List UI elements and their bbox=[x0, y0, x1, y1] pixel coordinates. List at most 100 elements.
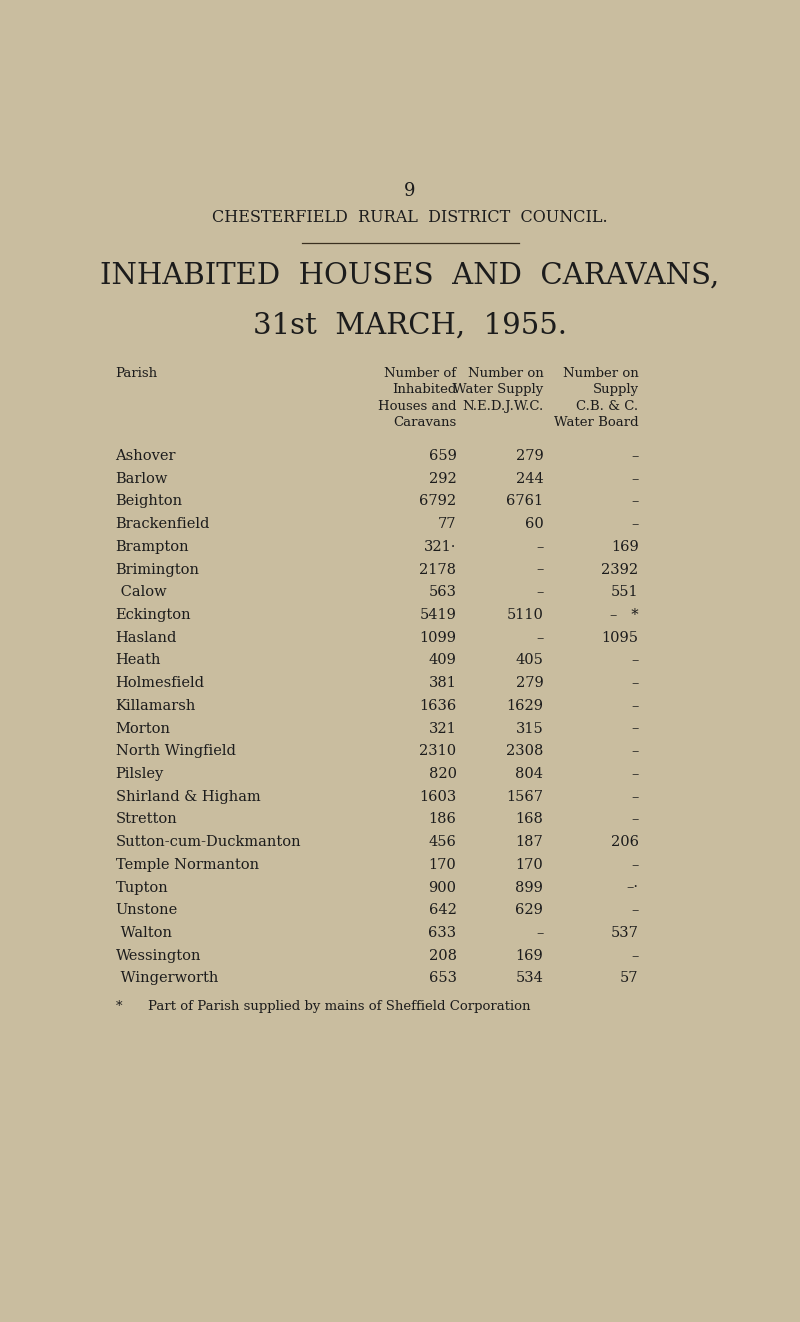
Text: 1099: 1099 bbox=[419, 631, 457, 645]
Text: –: – bbox=[536, 925, 543, 940]
Text: –: – bbox=[631, 949, 638, 962]
Text: –·: –· bbox=[626, 880, 638, 895]
Text: Number on: Number on bbox=[467, 366, 543, 379]
Text: 381: 381 bbox=[429, 676, 457, 690]
Text: Tupton: Tupton bbox=[115, 880, 168, 895]
Text: –: – bbox=[536, 586, 543, 599]
Text: Temple Normanton: Temple Normanton bbox=[115, 858, 258, 871]
Text: Eckington: Eckington bbox=[115, 608, 191, 621]
Text: –: – bbox=[631, 676, 638, 690]
Text: 653: 653 bbox=[429, 972, 457, 985]
Text: –: – bbox=[631, 813, 638, 826]
Text: 315: 315 bbox=[515, 722, 543, 735]
Text: –: – bbox=[631, 653, 638, 668]
Text: –: – bbox=[631, 722, 638, 735]
Text: 804: 804 bbox=[515, 767, 543, 781]
Text: Morton: Morton bbox=[115, 722, 170, 735]
Text: INHABITED  HOUSES  AND  CARAVANS,: INHABITED HOUSES AND CARAVANS, bbox=[100, 262, 720, 290]
Text: 6792: 6792 bbox=[419, 494, 457, 509]
Text: 551: 551 bbox=[611, 586, 638, 599]
Text: Supply: Supply bbox=[593, 383, 638, 397]
Text: Number on: Number on bbox=[563, 366, 638, 379]
Text: Stretton: Stretton bbox=[115, 813, 178, 826]
Text: Hasland: Hasland bbox=[115, 631, 177, 645]
Text: Pilsley: Pilsley bbox=[115, 767, 164, 781]
Text: 9: 9 bbox=[404, 181, 416, 200]
Text: –: – bbox=[631, 517, 638, 531]
Text: 405: 405 bbox=[515, 653, 543, 668]
Text: C.B. & C.: C.B. & C. bbox=[577, 399, 638, 412]
Text: –: – bbox=[631, 449, 638, 463]
Text: 77: 77 bbox=[438, 517, 457, 531]
Text: 208: 208 bbox=[429, 949, 457, 962]
Text: –: – bbox=[631, 789, 638, 804]
Text: 534: 534 bbox=[515, 972, 543, 985]
Text: 186: 186 bbox=[429, 813, 457, 826]
Text: Beighton: Beighton bbox=[115, 494, 182, 509]
Text: 57: 57 bbox=[620, 972, 638, 985]
Text: 1603: 1603 bbox=[419, 789, 457, 804]
Text: –: – bbox=[631, 744, 638, 759]
Text: 642: 642 bbox=[429, 903, 457, 917]
Text: 6761: 6761 bbox=[506, 494, 543, 509]
Text: Killamarsh: Killamarsh bbox=[115, 699, 196, 713]
Text: –: – bbox=[631, 903, 638, 917]
Text: Calow: Calow bbox=[115, 586, 166, 599]
Text: 206: 206 bbox=[610, 836, 638, 849]
Text: 659: 659 bbox=[429, 449, 457, 463]
Text: Water Supply: Water Supply bbox=[453, 383, 543, 397]
Text: 899: 899 bbox=[515, 880, 543, 895]
Text: 31st  MARCH,  1955.: 31st MARCH, 1955. bbox=[253, 311, 567, 340]
Text: –   *: – * bbox=[610, 608, 638, 621]
Text: 1636: 1636 bbox=[419, 699, 457, 713]
Text: 279: 279 bbox=[515, 449, 543, 463]
Text: Brimington: Brimington bbox=[115, 562, 199, 576]
Text: 2392: 2392 bbox=[602, 562, 638, 576]
Text: Ashover: Ashover bbox=[115, 449, 176, 463]
Text: 5110: 5110 bbox=[506, 608, 543, 621]
Text: *      Part of Parish supplied by mains of Sheffield Corporation: * Part of Parish supplied by mains of Sh… bbox=[115, 1001, 530, 1013]
Text: Houses and: Houses and bbox=[378, 399, 457, 412]
Text: CHESTERFIELD  RURAL  DISTRICT  COUNCIL.: CHESTERFIELD RURAL DISTRICT COUNCIL. bbox=[212, 209, 608, 226]
Text: 170: 170 bbox=[515, 858, 543, 871]
Text: –: – bbox=[631, 858, 638, 871]
Text: 169: 169 bbox=[611, 539, 638, 554]
Text: 1567: 1567 bbox=[506, 789, 543, 804]
Text: –: – bbox=[536, 631, 543, 645]
Text: Brackenfield: Brackenfield bbox=[115, 517, 210, 531]
Text: Inhabited: Inhabited bbox=[392, 383, 457, 397]
Text: Sutton-cum-Duckmanton: Sutton-cum-Duckmanton bbox=[115, 836, 301, 849]
Text: 629: 629 bbox=[515, 903, 543, 917]
Text: –: – bbox=[536, 539, 543, 554]
Text: 170: 170 bbox=[429, 858, 457, 871]
Text: 292: 292 bbox=[429, 472, 457, 485]
Text: 169: 169 bbox=[515, 949, 543, 962]
Text: –: – bbox=[631, 699, 638, 713]
Text: 5419: 5419 bbox=[420, 608, 457, 621]
Text: 2308: 2308 bbox=[506, 744, 543, 759]
Text: Shirland & Higham: Shirland & Higham bbox=[115, 789, 260, 804]
Text: Walton: Walton bbox=[115, 925, 171, 940]
Text: Holmesfield: Holmesfield bbox=[115, 676, 205, 690]
Text: Wingerworth: Wingerworth bbox=[115, 972, 218, 985]
Text: Wessington: Wessington bbox=[115, 949, 201, 962]
Text: Unstone: Unstone bbox=[115, 903, 178, 917]
Text: –: – bbox=[631, 494, 638, 509]
Text: 1629: 1629 bbox=[506, 699, 543, 713]
Text: N.E.D.J.W.C.: N.E.D.J.W.C. bbox=[462, 399, 543, 412]
Text: Caravans: Caravans bbox=[394, 416, 457, 430]
Text: 2178: 2178 bbox=[419, 562, 457, 576]
Text: Barlow: Barlow bbox=[115, 472, 168, 485]
Text: 456: 456 bbox=[429, 836, 457, 849]
Text: 537: 537 bbox=[610, 925, 638, 940]
Text: –: – bbox=[631, 767, 638, 781]
Text: Parish: Parish bbox=[115, 366, 158, 379]
Text: –: – bbox=[536, 562, 543, 576]
Text: 900: 900 bbox=[429, 880, 457, 895]
Text: 168: 168 bbox=[515, 813, 543, 826]
Text: 187: 187 bbox=[515, 836, 543, 849]
Text: 1095: 1095 bbox=[602, 631, 638, 645]
Text: 409: 409 bbox=[429, 653, 457, 668]
Text: Brampton: Brampton bbox=[115, 539, 189, 554]
Text: 820: 820 bbox=[429, 767, 457, 781]
